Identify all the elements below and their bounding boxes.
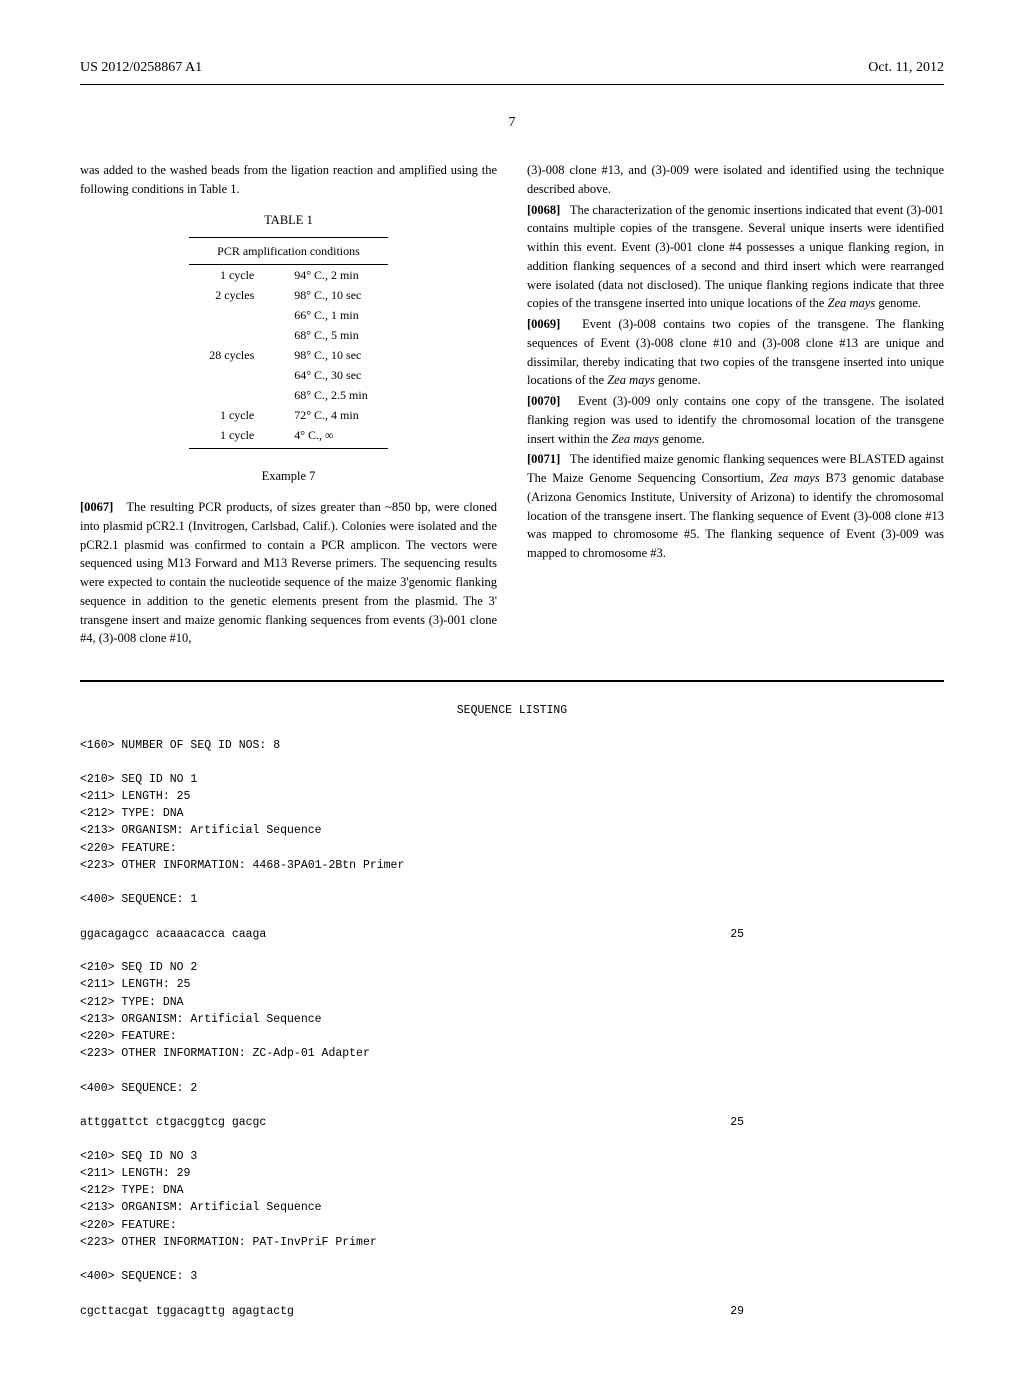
right-column: (3)-008 clone #13, and (3)-009 were isol… [527,161,944,650]
seq-meta-line: <210> SEQ ID NO 3 [80,1148,944,1165]
page-container: US 2012/0258867 A1 Oct. 11, 2012 7 was a… [0,0,1024,1376]
seq-length-number: 25 [730,1114,944,1131]
paragraph-number: [0069] [527,317,560,331]
page-number: 7 [80,115,944,131]
table-row: 28 cycles98° C., 10 sec [189,345,387,365]
table-caption: TABLE 1 [80,211,497,230]
seq-entry-1: <210> SEQ ID NO 1 <211> LENGTH: 25 <212>… [80,771,944,944]
species-name: Zea mays [611,432,659,446]
paragraph-0071: [0071] The identified maize genomic flan… [527,450,944,563]
paragraph-0068: [0068] The characterization of the genom… [527,201,944,314]
table-row: 1 cycle72° C., 4 min [189,405,387,425]
table-row: 66° C., 1 min [189,305,387,325]
publication-number: US 2012/0258867 A1 [80,60,202,76]
paragraph-number: [0067] [80,500,113,514]
example-heading: Example 7 [80,467,497,486]
seq-line: attggattct ctgacggtcg gacgc 25 [80,1114,944,1131]
seq-meta-line: <220> FEATURE: [80,1217,944,1234]
seq-length-number: 25 [730,926,944,943]
publication-date: Oct. 11, 2012 [868,60,944,76]
seq-count: <160> NUMBER OF SEQ ID NOS: 8 [80,737,944,754]
seq-text: ggacagagcc acaaacacca caaga [80,926,266,943]
seq-meta-line: <213> ORGANISM: Artificial Sequence [80,822,944,839]
seq-entry-3: <210> SEQ ID NO 3 <211> LENGTH: 29 <212>… [80,1148,944,1321]
seq-meta-line: <220> FEATURE: [80,840,944,857]
paragraph-number: [0068] [527,203,560,217]
header-rule [80,84,944,85]
sequence-listing-title: SEQUENCE LISTING [80,702,944,719]
seq-line: cgcttacgat tggacagttg agagtactg 29 [80,1303,944,1320]
seq-meta-line: <212> TYPE: DNA [80,1182,944,1199]
table-row: 68° C., 5 min [189,325,387,345]
seq-meta-line: <212> TYPE: DNA [80,805,944,822]
seq-label: <400> SEQUENCE: 1 [80,891,944,908]
seq-meta-line: <210> SEQ ID NO 1 [80,771,944,788]
left-column: was added to the washed beads from the l… [80,161,497,650]
paragraph-number: [0071] [527,452,560,466]
seq-label: <400> SEQUENCE: 3 [80,1268,944,1285]
seq-meta-line: <211> LENGTH: 25 [80,976,944,993]
seq-line: ggacagagcc acaaacacca caaga 25 [80,926,944,943]
seq-entry-2: <210> SEQ ID NO 2 <211> LENGTH: 25 <212>… [80,959,944,1132]
paragraph-0070: [0070] Event (3)-009 only contains one c… [527,392,944,448]
table-row: 68° C., 2.5 min [189,385,387,405]
seq-meta-line: <211> LENGTH: 25 [80,788,944,805]
page-header: US 2012/0258867 A1 Oct. 11, 2012 [80,60,944,76]
continuation-text: (3)-008 clone #13, and (3)-009 were isol… [527,161,944,199]
seq-meta-line: <220> FEATURE: [80,1028,944,1045]
paragraph-text: The resulting PCR products, of sizes gre… [80,500,497,645]
sequence-listing-section: SEQUENCE LISTING <160> NUMBER OF SEQ ID … [80,680,944,1320]
seq-meta-line: <213> ORGANISM: Artificial Sequence [80,1011,944,1028]
two-column-layout: was added to the washed beads from the l… [80,161,944,650]
table-row: 64° C., 30 sec [189,365,387,385]
species-name: Zea mays [769,471,819,485]
seq-meta-line: <210> SEQ ID NO 2 [80,959,944,976]
paragraph-0067: [0067] The resulting PCR products, of si… [80,498,497,648]
seq-text: attggattct ctgacggtcg gacgc [80,1114,266,1131]
paragraph-number: [0070] [527,394,560,408]
table-row: 1 cycle94° C., 2 min [189,265,387,286]
seq-meta-line: <223> OTHER INFORMATION: ZC-Adp-01 Adapt… [80,1045,944,1062]
seq-meta-line: <223> OTHER INFORMATION: PAT-InvPriF Pri… [80,1234,944,1251]
seq-label: <400> SEQUENCE: 2 [80,1080,944,1097]
table-row: 2 cycles98° C., 10 sec [189,285,387,305]
species-name: Zea mays [607,373,655,387]
seq-length-number: 29 [730,1303,944,1320]
table-subtitle: PCR amplification conditions [189,238,387,265]
seq-meta-line: <213> ORGANISM: Artificial Sequence [80,1199,944,1216]
seq-meta-line: <212> TYPE: DNA [80,994,944,1011]
pcr-table: PCR amplification conditions 1 cycle94° … [189,237,387,449]
seq-meta-line: <223> OTHER INFORMATION: 4468-3PA01-2Btn… [80,857,944,874]
seq-text: cgcttacgat tggacagttg agagtactg [80,1303,294,1320]
intro-paragraph: was added to the washed beads from the l… [80,161,497,199]
seq-meta-line: <211> LENGTH: 29 [80,1165,944,1182]
paragraph-0069: [0069] Event (3)-008 contains two copies… [527,315,944,390]
table-row: 1 cycle4° C., ∞ [189,425,387,449]
pcr-table-body: 1 cycle94° C., 2 min 2 cycles98° C., 10 … [189,265,387,449]
species-name: Zea mays [828,296,876,310]
